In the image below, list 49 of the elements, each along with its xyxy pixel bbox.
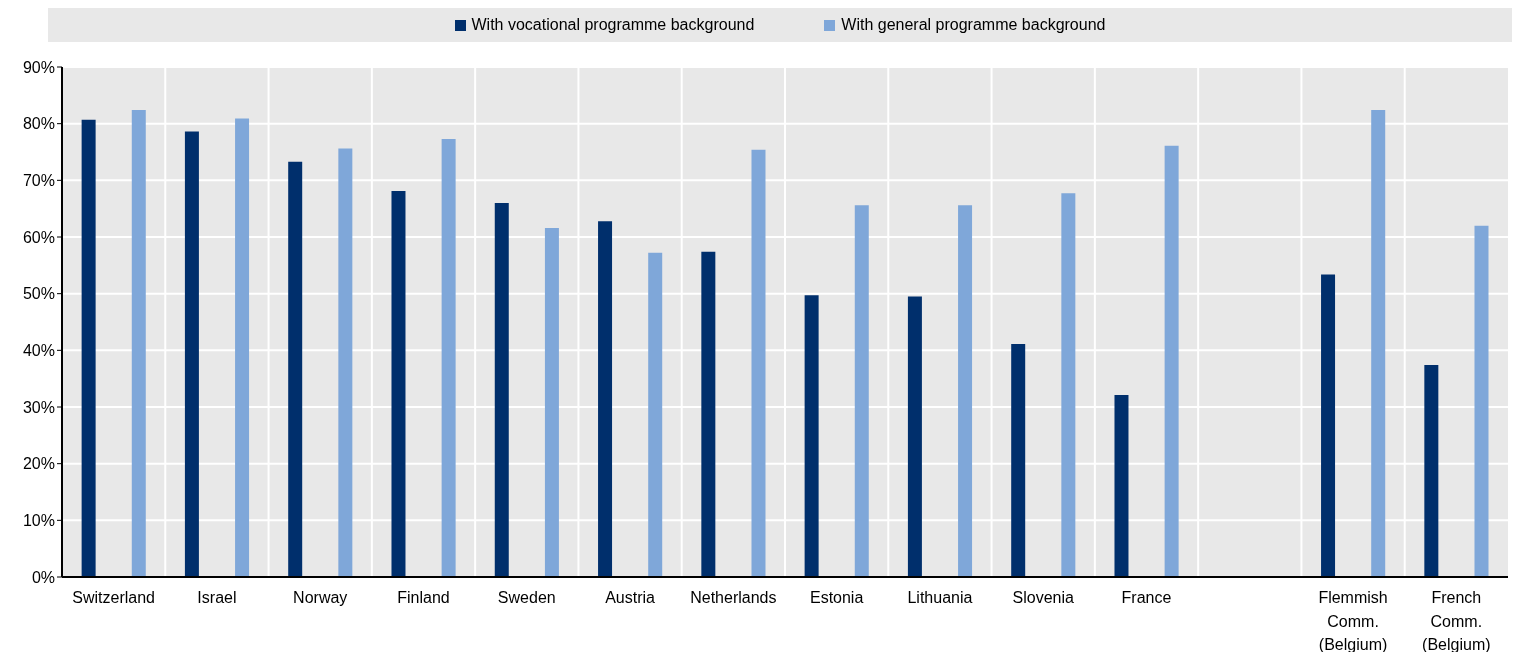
x-tick-label: Netherlands: [690, 589, 777, 607]
bar: [1061, 193, 1076, 577]
bar: [81, 119, 96, 577]
bar: [441, 138, 456, 577]
y-tick-label: 90%: [22, 58, 55, 76]
y-tick-label: 80%: [22, 115, 55, 133]
bar: [1424, 365, 1439, 577]
bar: [235, 118, 250, 577]
x-tick-label: Slovenia: [1012, 589, 1074, 607]
y-tick-label: 0%: [31, 568, 55, 586]
bar: [804, 295, 819, 577]
x-tick-label: Norway: [293, 589, 348, 607]
bar: [338, 148, 353, 577]
bar: [701, 251, 716, 577]
x-tick-label: Sweden: [497, 589, 556, 607]
x-tick-label: Switzerland: [72, 589, 155, 607]
bar: [1114, 395, 1129, 577]
bar: [494, 203, 509, 577]
bar: [854, 205, 869, 577]
x-tick-label: Austria: [605, 589, 656, 607]
y-tick-label: 50%: [22, 285, 55, 303]
bar: [907, 296, 922, 577]
bar: [544, 227, 559, 577]
x-tick-label: Israel: [197, 589, 237, 607]
y-tick-label: 40%: [22, 342, 55, 360]
legend-label: With vocational programme background: [470, 16, 755, 34]
bar: [648, 252, 663, 577]
x-tick-label: Estonia: [809, 589, 864, 607]
bar: [598, 221, 613, 577]
bar: [751, 149, 766, 577]
bar: [1011, 344, 1026, 577]
y-tick-label: 70%: [22, 172, 55, 190]
bar: [391, 191, 406, 577]
y-tick-label: 20%: [22, 455, 55, 473]
bar: [1321, 274, 1336, 577]
y-tick-label: 10%: [22, 512, 55, 530]
x-tick-label: Lithuania: [907, 589, 973, 607]
bar: [131, 110, 146, 577]
bar: [288, 161, 303, 577]
bar: [1474, 225, 1489, 577]
bar: [1164, 145, 1179, 577]
x-tick-label: Finland: [397, 589, 450, 607]
y-tick-label: 30%: [22, 398, 55, 416]
bar: [958, 205, 973, 577]
y-tick-label: 60%: [22, 228, 55, 246]
legend-label: With general programme background: [840, 16, 1106, 34]
x-tick-label: France: [1121, 589, 1172, 607]
bar: [1371, 110, 1386, 577]
bar: [184, 131, 199, 577]
